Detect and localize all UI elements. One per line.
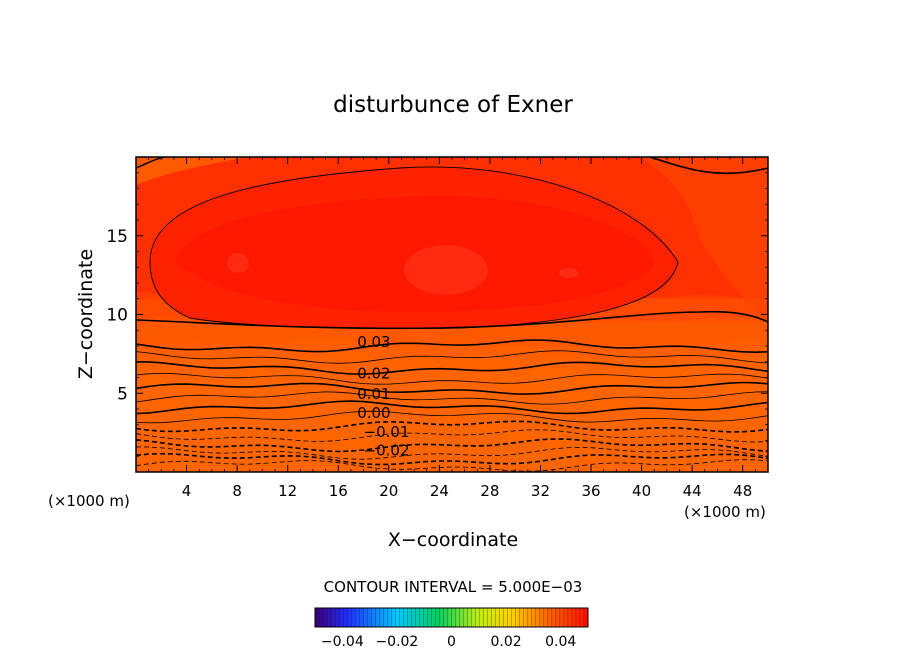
contour-interval-text: CONTOUR INTERVAL = 5.000E−03	[324, 578, 583, 596]
y-tick-label: 15	[106, 227, 128, 247]
contour-label: 0.02	[357, 365, 390, 383]
y-axis-label: Z−coordinate	[75, 249, 97, 379]
x-tick-label: 12	[278, 482, 297, 500]
contour-lines	[136, 157, 768, 472]
corner-band	[136, 157, 250, 185]
x-tick-label: 36	[581, 482, 600, 500]
x-tick-label: 8	[232, 482, 242, 500]
x-tick-label: 44	[683, 482, 702, 500]
contour-line	[136, 381, 768, 395]
colorbar-tick-label: −0.04	[321, 634, 364, 650]
x-tick-label: 40	[632, 482, 651, 500]
contour-label: −0.02	[364, 442, 410, 460]
contour-band-edge	[136, 292, 768, 472]
x-tick-label: 48	[733, 482, 752, 500]
contour-line	[136, 410, 768, 424]
x-tick-label: 28	[480, 482, 499, 500]
plot-area: 0.03 0.02 0.010.00−0.01−0.02	[135, 156, 769, 473]
contour-line	[649, 157, 768, 175]
x-axis: 4 8 12 16 20 24 28 32 36 40 44 48	[148, 157, 756, 500]
colorbar: −0.04 −0.02 0 0.02 0.04	[314, 607, 589, 650]
contour-labels: 0.03 0.02 0.010.00−0.01−0.02	[357, 333, 410, 460]
colorbar-tick-label: 0	[447, 634, 456, 650]
contour-line	[149, 166, 679, 329]
contour-line	[136, 350, 768, 364]
contour-label: 0.00	[357, 404, 390, 422]
contour-line	[136, 446, 768, 460]
x-unit-right: (×1000 m)	[684, 503, 766, 521]
x-tick-label: 24	[430, 482, 449, 500]
chart-title: disturbunce of Exner	[333, 92, 573, 118]
colorbar-dividers	[318, 608, 585, 627]
contour-line	[136, 429, 768, 443]
contour-line	[136, 310, 768, 330]
local-max-1	[404, 245, 488, 295]
contour-line	[136, 452, 768, 466]
contour-line	[136, 400, 768, 415]
x-tick-label: 20	[379, 482, 398, 500]
x-tick-label: 4	[182, 482, 192, 500]
colorbar-tick-label: 0.02	[491, 634, 522, 650]
colorbar-tick-label: −0.02	[375, 634, 418, 650]
colorbar-tick-label: 0.04	[545, 634, 576, 650]
local-max-3	[559, 268, 579, 278]
contour-label: 0.01	[357, 385, 390, 403]
contour-line	[136, 420, 768, 433]
x-axis-label: X−coordinate	[388, 529, 518, 551]
x-tick-label: 32	[531, 482, 550, 500]
corner-band	[640, 157, 768, 320]
contour-line	[136, 339, 768, 354]
local-max-2	[227, 253, 249, 273]
contour-line	[136, 438, 768, 453]
contour-line	[136, 372, 768, 385]
x-unit-left: (×1000 m)	[48, 492, 130, 510]
contour-line	[136, 391, 768, 405]
y-tick-label: 5	[117, 384, 128, 404]
colorbar-ticks: −0.04 −0.02 0 0.02 0.04	[321, 634, 577, 650]
contour-label: 0.03	[357, 333, 390, 351]
contour-line	[136, 361, 768, 375]
y-axis: 5 10 15	[106, 172, 768, 457]
x-tick-label: 16	[329, 482, 348, 500]
contour-line	[136, 459, 768, 472]
y-tick-label: 10	[106, 306, 128, 326]
contour-label: −0.01	[364, 423, 410, 441]
